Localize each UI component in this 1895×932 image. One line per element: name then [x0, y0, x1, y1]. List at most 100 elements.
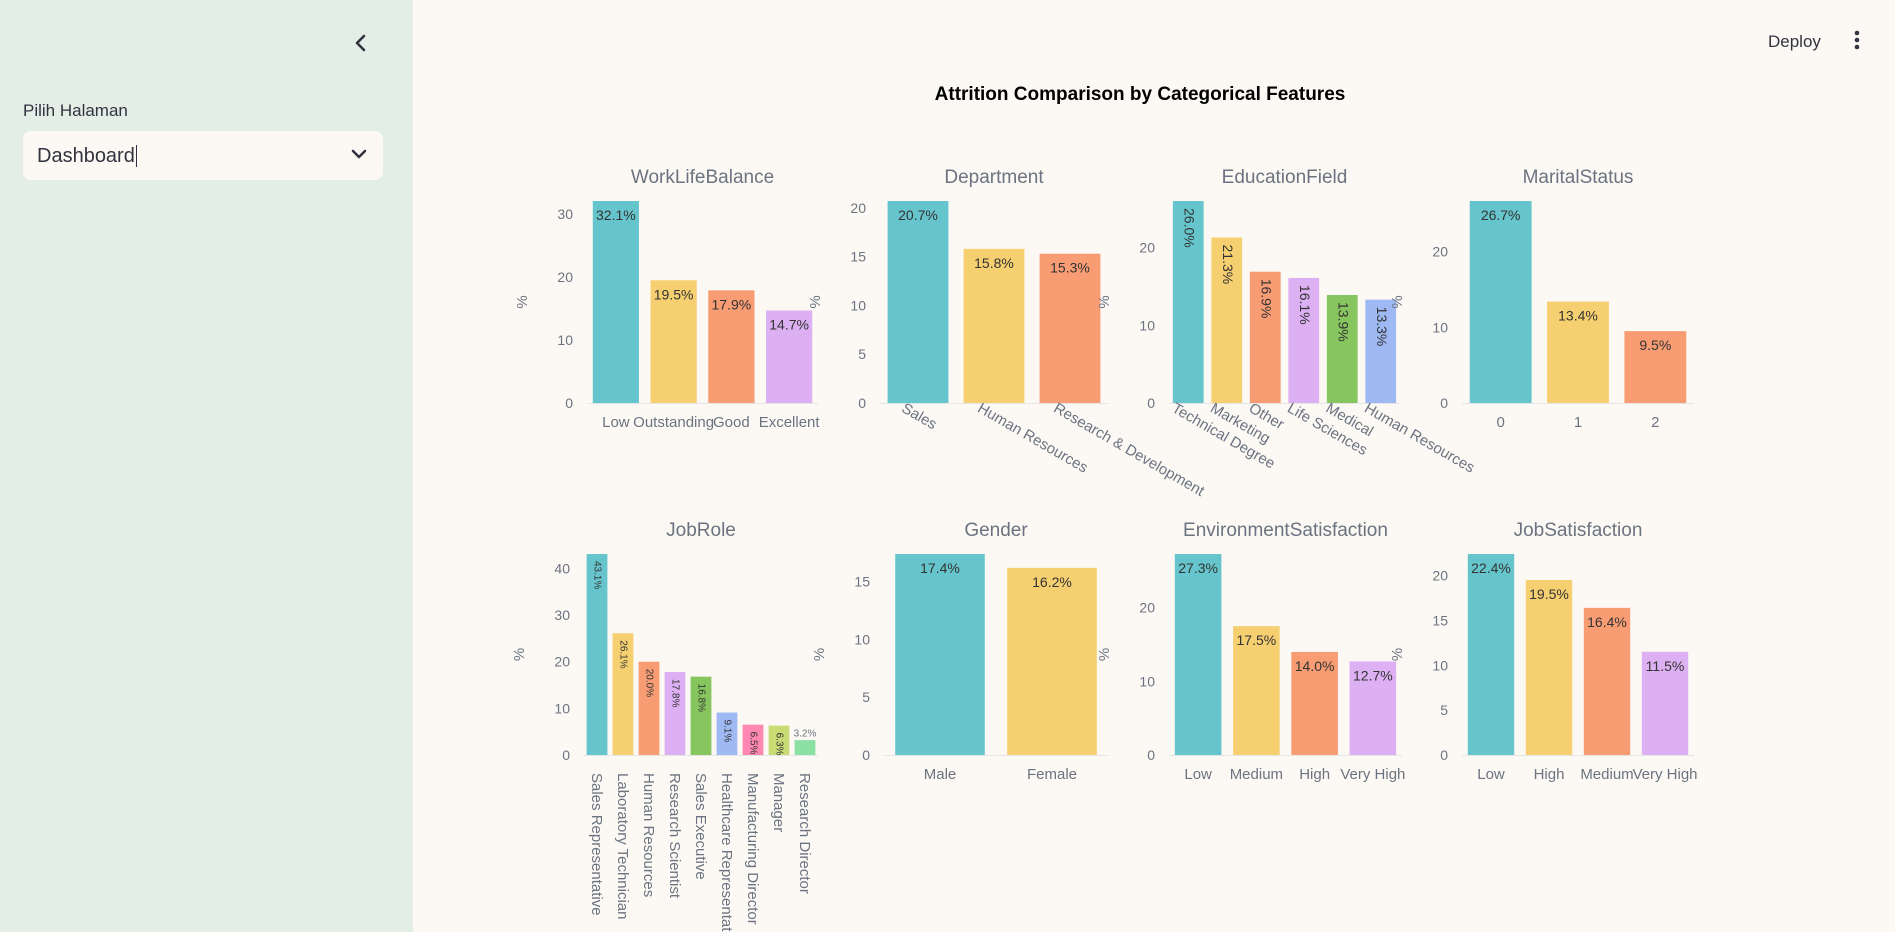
bar — [650, 280, 697, 403]
y-tick-label: 10 — [1432, 657, 1448, 673]
deploy-button[interactable]: Deploy — [1768, 32, 1821, 51]
x-tick-label: Healthcare Representative — [718, 773, 735, 932]
y-tick-label: 10 — [1139, 317, 1155, 333]
bar — [1249, 271, 1281, 403]
y-axis-label: % — [514, 295, 531, 308]
bar — [1172, 201, 1204, 403]
y-tick-label: 10 — [850, 297, 866, 313]
y-tick-label: 5 — [862, 689, 870, 705]
y-tick-label: 30 — [554, 607, 570, 623]
x-tick-label: Manager — [770, 773, 787, 832]
main-menu-button[interactable] — [1845, 28, 1869, 56]
y-tick-label: 40 — [554, 560, 570, 576]
y-tick-label: 20 — [554, 654, 570, 670]
x-tick-label: 2 — [1651, 414, 1659, 431]
chart-title: EducationField — [1222, 167, 1348, 188]
chart-title: Gender — [964, 520, 1028, 541]
bar-data-label: 16.8% — [695, 684, 706, 712]
bar-data-label: 26.7% — [1481, 207, 1521, 223]
x-tick-label: Female — [1027, 766, 1077, 783]
bar — [1211, 237, 1243, 403]
x-tick-label: Low — [1184, 766, 1212, 783]
bar — [963, 248, 1025, 403]
bar — [1583, 607, 1631, 755]
x-tick-label: Laboratory Technician — [614, 773, 631, 919]
bar-data-label: 15.3% — [1050, 260, 1090, 276]
x-tick-label: Low — [1477, 766, 1505, 783]
chart-environmentsatisfaction: EnvironmentSatisfaction% 0 10 20 27.3% Low 17.… — [1096, 520, 1405, 783]
y-tick-label: 20 — [1139, 240, 1155, 256]
bar — [1233, 626, 1280, 755]
page-select-dropdown[interactable]: Dashboard — [23, 131, 383, 180]
y-tick-label: 10 — [1432, 319, 1448, 335]
chart-title: Department — [944, 167, 1044, 188]
bar-data-label: 16.1% — [1297, 285, 1313, 325]
y-tick-label: 10 — [854, 631, 870, 647]
x-tick-label: Medium — [1580, 766, 1633, 783]
y-axis-label: % — [511, 648, 528, 661]
bar-data-label: 13.3% — [1374, 307, 1390, 347]
y-tick-label: 0 — [1440, 747, 1448, 763]
bar — [794, 740, 816, 755]
bar — [1174, 554, 1222, 755]
y-axis-label: % — [811, 648, 828, 661]
bar — [592, 201, 639, 403]
x-tick-label: Very High — [1632, 766, 1697, 783]
bar-data-label: 17.4% — [920, 560, 960, 576]
bar — [708, 290, 755, 403]
bar-data-label: 3.2% — [794, 729, 817, 740]
bar-data-label: 27.3% — [1178, 560, 1218, 576]
x-tick-label: Research Scientist — [666, 773, 683, 899]
y-tick-label: 30 — [557, 206, 573, 222]
x-tick-label: Manufacturing Director — [744, 773, 761, 925]
x-tick-label: High — [1299, 766, 1330, 783]
bar — [768, 725, 790, 755]
y-tick-label: 5 — [1440, 702, 1448, 718]
y-tick-label: 20 — [1139, 600, 1155, 616]
bar — [895, 554, 985, 755]
bar — [1641, 651, 1689, 755]
chart-maritalstatus: MaritalStatus% 0 10 20 26.7% 0 13.4% 1 9.5% 2 — [1389, 167, 1694, 431]
vertical-dots-icon — [1854, 30, 1860, 55]
bar-data-label: 19.5% — [1529, 586, 1569, 602]
page-select-label: Pilih Halaman — [23, 101, 128, 120]
bar-data-label: 14.0% — [1295, 658, 1335, 674]
bar-data-label: 16.4% — [1587, 614, 1627, 630]
y-tick-label: 0 — [1147, 747, 1155, 763]
bar-data-label: 22.4% — [1471, 560, 1511, 576]
y-tick-label: 5 — [858, 346, 866, 362]
y-tick-label: 20 — [850, 200, 866, 216]
bar-data-label: 17.8% — [669, 679, 680, 707]
x-tick-label: Sales Representative — [588, 773, 605, 916]
bar — [1525, 580, 1573, 755]
bar-data-label: 17.9% — [712, 296, 752, 312]
sidebar: Pilih Halaman Dashboard — [0, 0, 413, 932]
y-axis-label: % — [1389, 295, 1406, 308]
bar — [1349, 661, 1397, 755]
y-tick-label: 10 — [557, 332, 573, 348]
bar-data-label: 26.0% — [1182, 208, 1198, 248]
bar — [1291, 651, 1338, 755]
chart-title: MaritalStatus — [1523, 167, 1634, 188]
y-axis-label: % — [1096, 648, 1113, 661]
collapse-sidebar-button[interactable] — [346, 30, 376, 60]
chart-title: JobRole — [666, 520, 736, 541]
bar — [1624, 331, 1687, 403]
chevron-down-icon — [351, 147, 367, 165]
bar-data-label: 13.4% — [1558, 308, 1598, 324]
y-axis-label: % — [1389, 648, 1406, 661]
y-tick-label: 10 — [554, 700, 570, 716]
x-tick-label: 1 — [1574, 414, 1582, 431]
bar-data-label: 20.7% — [898, 207, 938, 223]
x-tick-label: Very High — [1340, 766, 1405, 783]
y-tick-label: 0 — [562, 747, 570, 763]
bar — [1469, 201, 1532, 403]
bar — [690, 676, 712, 755]
chart-gender: Gender% 0 5 10 15 17.4% Male 16.2% Female — [811, 520, 1108, 783]
bar-data-label: 26.1% — [617, 640, 628, 668]
bar — [716, 712, 738, 755]
chart-title: WorkLifeBalance — [631, 167, 774, 188]
bar — [1039, 253, 1101, 403]
x-tick-label: Sales — [899, 400, 940, 433]
